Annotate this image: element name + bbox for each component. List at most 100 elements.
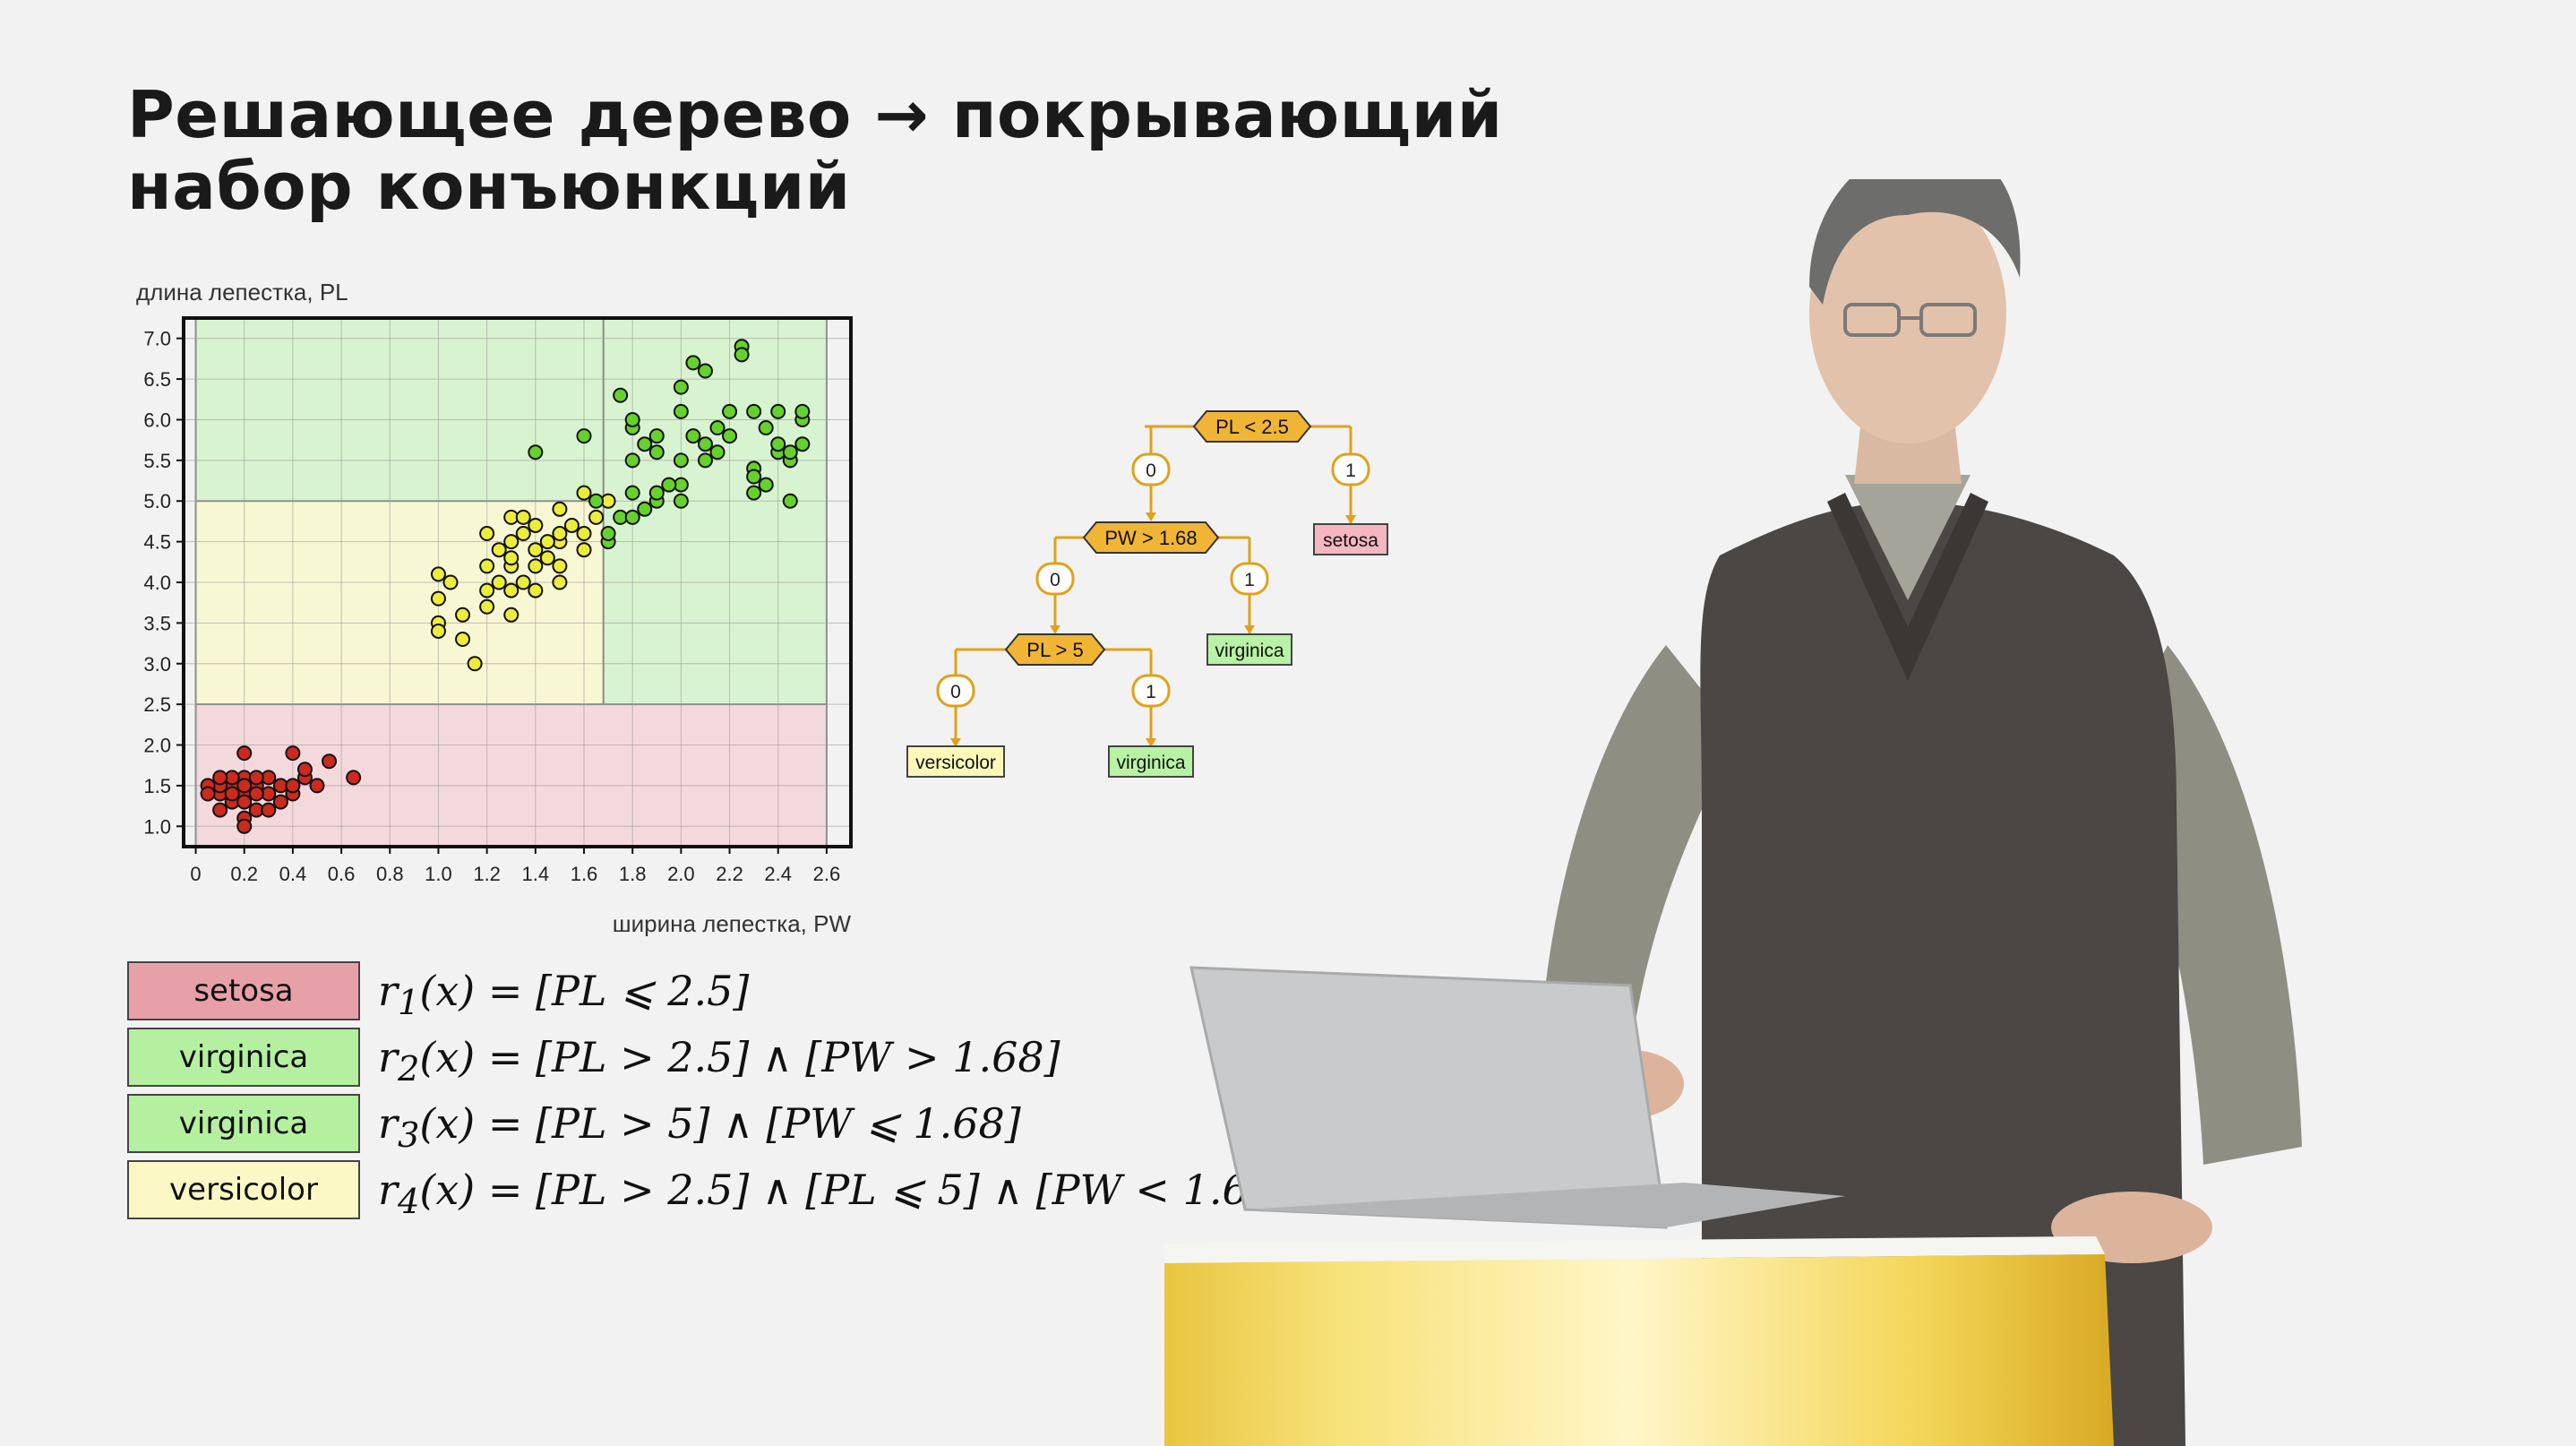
tree-branch-label: 0 — [1050, 570, 1060, 590]
x-tick-label: 0.8 — [376, 863, 404, 885]
point-virginica — [746, 403, 762, 419]
point-virginica — [673, 403, 689, 419]
tree-leaf-label: virginica — [1116, 753, 1185, 773]
point-versicolor — [430, 590, 446, 607]
point-setosa — [285, 778, 301, 794]
point-versicolor — [442, 574, 459, 590]
point-versicolor — [515, 526, 531, 542]
point-setosa — [224, 786, 240, 802]
point-virginica — [673, 452, 689, 469]
point-versicolor — [479, 526, 495, 542]
region-setosa — [195, 704, 827, 847]
tree-arrow — [1146, 512, 1156, 521]
tree-arrow — [1146, 738, 1156, 747]
vest-v — [1827, 493, 1988, 681]
y-tick-label: 1.0 — [143, 815, 171, 838]
point-versicolor — [430, 623, 446, 639]
point-versicolor — [491, 574, 507, 590]
tree-node-pw-label: PW > 1.68 — [1104, 527, 1197, 549]
shirt-collar — [1845, 475, 1971, 600]
rule-formula: r2(x) = [PL > 2.5] ∧ [PW > 1.68] — [378, 1033, 1060, 1090]
point-virginica — [661, 477, 677, 493]
point-versicolor — [528, 582, 544, 598]
tree-leaf-label: virginica — [1215, 641, 1284, 661]
point-virginica — [613, 387, 629, 403]
tree-node-pl5 — [1004, 633, 1106, 666]
hair — [1809, 179, 2021, 305]
point-virginica — [746, 485, 762, 501]
point-virginica — [782, 493, 798, 509]
tree-branch-label: 1 — [1244, 570, 1255, 590]
y-axis-label: длина лепестка, PL — [136, 279, 348, 306]
point-versicolor — [503, 582, 519, 598]
scatter-chart: 0 0.2 0.4 0.6 0.8 1.0 1.2 1.4 1.6 1.8 2.0 2.2 2.4 2.6… — [136, 279, 853, 936]
point-virginica — [758, 477, 774, 493]
point-versicolor — [467, 656, 483, 672]
left-arm — [1541, 645, 1738, 1057]
point-versicolor — [455, 632, 471, 648]
point-virginica — [697, 363, 713, 379]
rule-class-badge: versicolor — [127, 1160, 360, 1219]
y-tick-label: 7.0 — [143, 328, 171, 350]
point-versicolor — [528, 542, 544, 558]
y-tick-label: 6.0 — [143, 409, 171, 431]
tree-branch-badge — [1331, 452, 1370, 486]
tree-leaf-setosa — [1313, 523, 1388, 555]
decision-tree: PL < 2.5 PW > 1.68 PL > 5 0 1 0 1 0 1 setosa virgi… — [906, 410, 1388, 778]
x-tick-label: 2.2 — [716, 863, 743, 885]
y-tick-label: 5.5 — [143, 450, 171, 472]
point-virginica — [782, 444, 798, 460]
x-tick-label: 0.4 — [279, 863, 307, 885]
tree-branch-label: 0 — [1146, 460, 1156, 481]
point-versicolor — [552, 526, 568, 542]
point-setosa — [261, 802, 277, 818]
tree-branch-badge — [1230, 562, 1269, 596]
point-virginica — [697, 452, 713, 469]
x-tick-label: 1.6 — [571, 863, 598, 885]
region-virginica — [195, 318, 827, 502]
point-versicolor — [479, 582, 495, 598]
tree-branch-label: 1 — [1345, 460, 1356, 481]
point-versicolor — [503, 534, 519, 550]
point-virginica — [770, 403, 786, 419]
head — [1809, 184, 2006, 443]
point-versicolor — [563, 517, 580, 533]
point-virginica — [673, 379, 689, 395]
point-versicolor — [539, 534, 555, 550]
point-versicolor — [552, 558, 568, 574]
point-versicolor — [479, 598, 495, 615]
presenter-photo — [1164, 179, 2302, 1446]
point-versicolor — [430, 566, 446, 582]
point-setosa — [236, 818, 253, 834]
y-tick-label: 5.0 — [143, 490, 171, 512]
point-setosa — [346, 770, 362, 786]
point-virginica — [600, 526, 616, 542]
point-versicolor — [528, 558, 544, 574]
point-setosa — [248, 770, 264, 786]
tree-node-pl5-label: PL > 5 — [1026, 639, 1083, 661]
point-versicolor — [455, 607, 471, 623]
tree-branch-label: 0 — [950, 682, 961, 702]
point-virginica — [722, 403, 738, 419]
point-versicolor — [515, 574, 531, 590]
point-versicolor — [552, 501, 568, 517]
point-setosa — [236, 745, 253, 762]
point-virginica — [588, 493, 605, 509]
tree-leaf-label: setosa — [1323, 530, 1378, 551]
y-tick-label: 3.0 — [143, 653, 171, 676]
x-tick-label: 1.0 — [425, 863, 452, 885]
rule-formula: r4(x) = [PL > 2.5] ∧ [PL ⩽ 5] ∧ [PW < 1.… — [378, 1166, 1291, 1223]
tree-branch-badge — [1035, 562, 1075, 596]
x-tick-label: 1.2 — [473, 863, 501, 885]
point-versicolor — [552, 574, 568, 590]
y-tick-label: 4.5 — [143, 531, 171, 554]
tree-leaf-virginica — [1206, 633, 1292, 666]
x-tick-label: 0.6 — [328, 863, 356, 885]
rule-class-badge: setosa — [127, 961, 360, 1020]
y-tick-label: 1.5 — [143, 775, 171, 797]
y-tick-label: 2.5 — [143, 693, 171, 716]
tree-arrow — [1050, 625, 1060, 634]
rule-class-badge: virginica — [127, 1094, 360, 1153]
point-virginica — [624, 452, 640, 469]
point-virginica — [770, 436, 786, 452]
